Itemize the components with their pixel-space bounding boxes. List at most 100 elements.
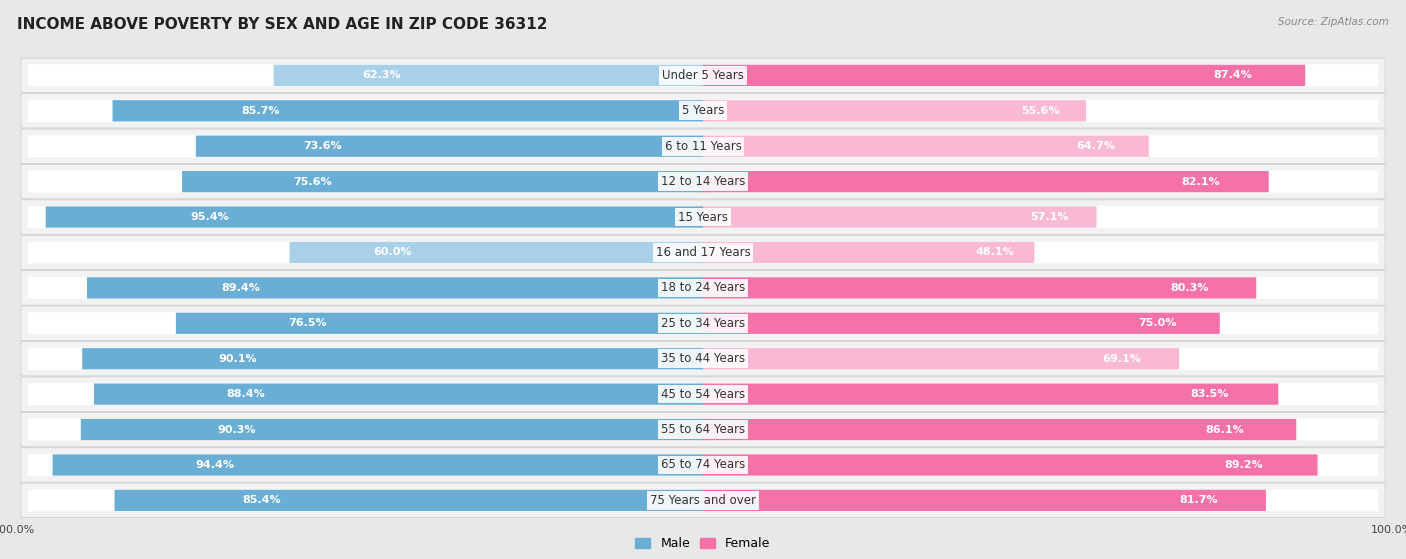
FancyBboxPatch shape — [274, 65, 703, 86]
Text: 76.5%: 76.5% — [288, 318, 328, 328]
FancyBboxPatch shape — [28, 277, 696, 299]
FancyBboxPatch shape — [28, 383, 696, 405]
FancyBboxPatch shape — [28, 348, 696, 369]
Text: 89.4%: 89.4% — [222, 283, 260, 293]
FancyBboxPatch shape — [45, 206, 703, 228]
FancyBboxPatch shape — [21, 129, 1385, 163]
FancyBboxPatch shape — [21, 93, 1385, 128]
FancyBboxPatch shape — [28, 64, 696, 87]
FancyBboxPatch shape — [703, 65, 1305, 86]
FancyBboxPatch shape — [710, 135, 1378, 157]
FancyBboxPatch shape — [21, 342, 1385, 376]
FancyBboxPatch shape — [710, 100, 1378, 122]
FancyBboxPatch shape — [710, 419, 1378, 440]
FancyBboxPatch shape — [703, 454, 1317, 476]
Text: 64.7%: 64.7% — [1076, 141, 1115, 151]
Text: 60.0%: 60.0% — [374, 248, 412, 258]
Text: 94.4%: 94.4% — [195, 460, 235, 470]
Text: 81.7%: 81.7% — [1180, 495, 1218, 505]
FancyBboxPatch shape — [710, 241, 1378, 263]
Text: 75.6%: 75.6% — [292, 177, 332, 187]
Text: 5 Years: 5 Years — [682, 105, 724, 117]
Legend: Male, Female: Male, Female — [630, 532, 776, 556]
Text: 57.1%: 57.1% — [1031, 212, 1069, 222]
Text: 73.6%: 73.6% — [304, 141, 342, 151]
FancyBboxPatch shape — [28, 241, 696, 263]
FancyBboxPatch shape — [710, 64, 1378, 87]
FancyBboxPatch shape — [703, 242, 1035, 263]
FancyBboxPatch shape — [28, 100, 696, 122]
FancyBboxPatch shape — [114, 490, 703, 511]
FancyBboxPatch shape — [703, 383, 1278, 405]
FancyBboxPatch shape — [710, 277, 1378, 299]
Text: 12 to 14 Years: 12 to 14 Years — [661, 175, 745, 188]
Text: 83.5%: 83.5% — [1189, 389, 1229, 399]
FancyBboxPatch shape — [710, 383, 1378, 405]
Text: 62.3%: 62.3% — [361, 70, 401, 80]
FancyBboxPatch shape — [176, 312, 703, 334]
Text: 87.4%: 87.4% — [1213, 70, 1253, 80]
FancyBboxPatch shape — [183, 171, 703, 192]
FancyBboxPatch shape — [28, 489, 696, 511]
Text: Under 5 Years: Under 5 Years — [662, 69, 744, 82]
Text: 75 Years and over: 75 Years and over — [650, 494, 756, 507]
FancyBboxPatch shape — [710, 489, 1378, 511]
FancyBboxPatch shape — [80, 419, 703, 440]
Text: 16 and 17 Years: 16 and 17 Years — [655, 246, 751, 259]
Text: 90.1%: 90.1% — [218, 354, 257, 364]
Text: 90.3%: 90.3% — [217, 424, 256, 434]
Text: Source: ZipAtlas.com: Source: ZipAtlas.com — [1278, 17, 1389, 27]
FancyBboxPatch shape — [28, 312, 696, 334]
FancyBboxPatch shape — [21, 58, 1385, 93]
Text: 25 to 34 Years: 25 to 34 Years — [661, 317, 745, 330]
FancyBboxPatch shape — [94, 383, 703, 405]
Text: 35 to 44 Years: 35 to 44 Years — [661, 352, 745, 365]
Text: 15 Years: 15 Years — [678, 211, 728, 224]
FancyBboxPatch shape — [710, 170, 1378, 193]
FancyBboxPatch shape — [703, 100, 1085, 121]
FancyBboxPatch shape — [21, 200, 1385, 234]
FancyBboxPatch shape — [703, 277, 1257, 299]
FancyBboxPatch shape — [21, 448, 1385, 482]
FancyBboxPatch shape — [703, 348, 1180, 369]
FancyBboxPatch shape — [710, 454, 1378, 476]
FancyBboxPatch shape — [21, 235, 1385, 269]
Text: 55.6%: 55.6% — [1021, 106, 1059, 116]
Text: 55 to 64 Years: 55 to 64 Years — [661, 423, 745, 436]
FancyBboxPatch shape — [87, 277, 703, 299]
Text: INCOME ABOVE POVERTY BY SEX AND AGE IN ZIP CODE 36312: INCOME ABOVE POVERTY BY SEX AND AGE IN Z… — [17, 17, 547, 32]
Text: 45 to 54 Years: 45 to 54 Years — [661, 387, 745, 401]
FancyBboxPatch shape — [703, 419, 1296, 440]
FancyBboxPatch shape — [21, 271, 1385, 305]
Text: 85.4%: 85.4% — [242, 495, 281, 505]
Text: 85.7%: 85.7% — [240, 106, 280, 116]
FancyBboxPatch shape — [703, 171, 1268, 192]
FancyBboxPatch shape — [710, 206, 1378, 228]
FancyBboxPatch shape — [52, 454, 703, 476]
Text: 65 to 74 Years: 65 to 74 Years — [661, 458, 745, 471]
Text: 6 to 11 Years: 6 to 11 Years — [665, 140, 741, 153]
Text: 95.4%: 95.4% — [191, 212, 229, 222]
FancyBboxPatch shape — [710, 348, 1378, 369]
FancyBboxPatch shape — [21, 306, 1385, 340]
FancyBboxPatch shape — [112, 100, 703, 121]
FancyBboxPatch shape — [82, 348, 703, 369]
FancyBboxPatch shape — [703, 312, 1220, 334]
FancyBboxPatch shape — [28, 454, 696, 476]
Text: 18 to 24 Years: 18 to 24 Years — [661, 281, 745, 295]
Text: 82.1%: 82.1% — [1181, 177, 1220, 187]
FancyBboxPatch shape — [21, 483, 1385, 518]
FancyBboxPatch shape — [703, 490, 1265, 511]
FancyBboxPatch shape — [710, 312, 1378, 334]
Text: 75.0%: 75.0% — [1139, 318, 1177, 328]
FancyBboxPatch shape — [28, 206, 696, 228]
FancyBboxPatch shape — [28, 170, 696, 193]
FancyBboxPatch shape — [21, 164, 1385, 199]
FancyBboxPatch shape — [21, 413, 1385, 447]
Text: 48.1%: 48.1% — [976, 248, 1014, 258]
FancyBboxPatch shape — [28, 135, 696, 157]
FancyBboxPatch shape — [21, 377, 1385, 411]
FancyBboxPatch shape — [195, 136, 703, 157]
Text: 69.1%: 69.1% — [1102, 354, 1142, 364]
Text: 86.1%: 86.1% — [1205, 424, 1244, 434]
